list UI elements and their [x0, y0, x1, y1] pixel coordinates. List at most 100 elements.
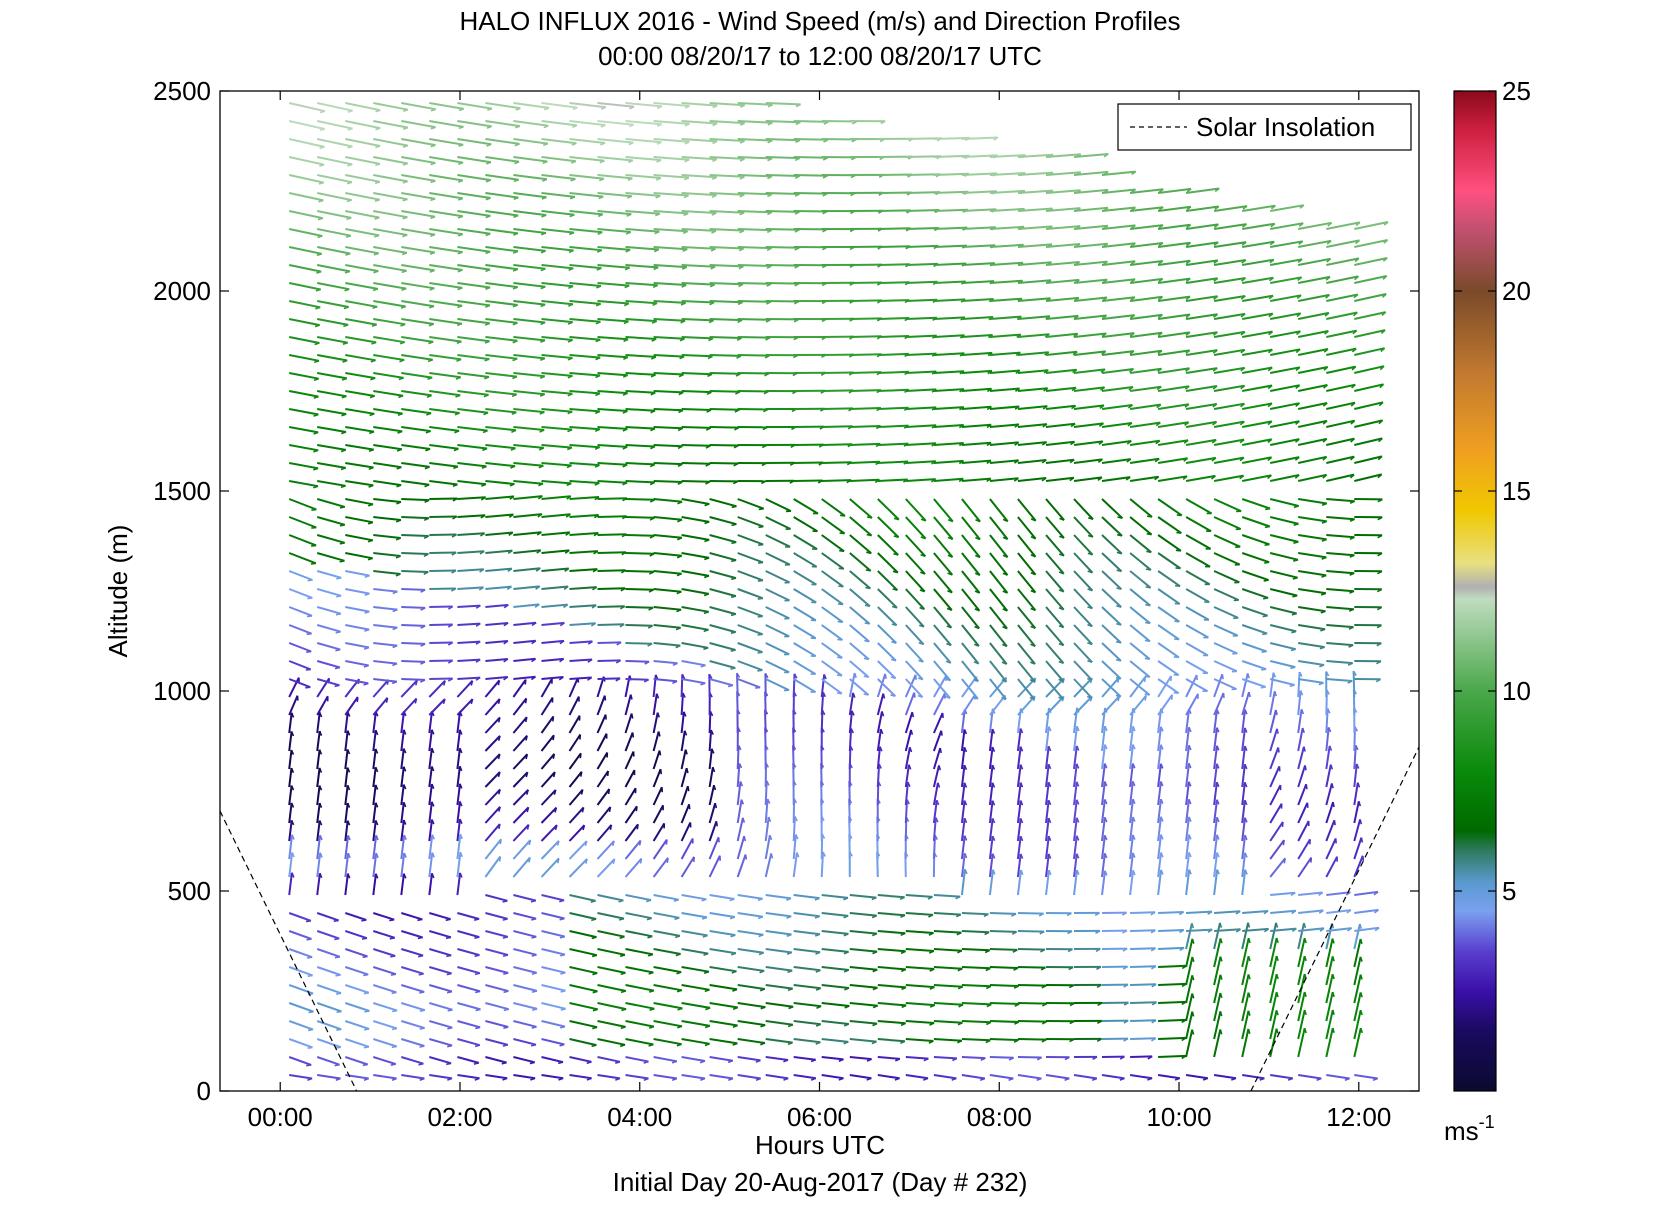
wind-barb	[625, 480, 655, 484]
wind-barb-head	[736, 672, 741, 678]
wind-barb	[625, 660, 650, 663]
wind-barb	[289, 354, 320, 362]
wind-barb	[1353, 938, 1362, 968]
wind-barb-head	[431, 834, 435, 840]
wind-barb-head	[553, 789, 557, 795]
wind-barb-head	[755, 1077, 761, 1081]
wind-barb-head	[1294, 456, 1300, 461]
wind-barb	[428, 783, 433, 806]
wind-barb	[1213, 727, 1218, 752]
wind-barb-head	[1076, 853, 1080, 859]
wind-barb-head	[974, 572, 981, 576]
wind-barb-head	[729, 916, 736, 920]
wind-barb	[1241, 570, 1269, 582]
wind-barb-head	[1291, 630, 1297, 634]
wind-barb-head	[1213, 259, 1219, 265]
wind-barb	[765, 1056, 789, 1061]
wind-barb	[989, 279, 1023, 284]
wind-barb	[317, 318, 349, 326]
wind-barb	[485, 513, 514, 518]
wind-barb	[457, 246, 491, 253]
wind-barb-head	[738, 247, 745, 252]
wind-barb	[709, 462, 739, 465]
wind-barb-head	[732, 1042, 738, 1046]
wind-barb-head	[1377, 455, 1383, 461]
wind-barb	[933, 1020, 963, 1024]
wind-barb	[1157, 498, 1183, 517]
wind-barb	[317, 300, 349, 308]
wind-barb-head	[567, 303, 574, 307]
wind-barb-head	[313, 395, 319, 399]
wind-barb	[989, 297, 1023, 302]
wind-barb	[905, 948, 934, 952]
wind-barb	[1186, 910, 1213, 914]
wind-barb	[457, 462, 487, 468]
wind-barb	[681, 408, 712, 411]
wind-barb	[1157, 223, 1191, 230]
wind-barb	[1157, 552, 1182, 570]
wind-barb	[1130, 965, 1156, 968]
wind-barb-head	[534, 603, 540, 608]
wind-barb-head	[1030, 661, 1036, 665]
wind-barb-head	[368, 484, 374, 488]
wind-barb-head	[758, 543, 764, 546]
wind-barb-head	[1076, 745, 1080, 751]
wind-barb	[513, 930, 537, 938]
wind-barb-head	[475, 990, 481, 994]
wind-barb	[372, 1002, 398, 1012]
wind-barb-head	[314, 324, 320, 328]
wind-barb	[988, 818, 994, 842]
wind-barb-head	[872, 986, 878, 991]
wind-barb-head	[986, 406, 992, 411]
wind-barb-head	[447, 677, 454, 682]
wind-barb-head	[985, 985, 992, 990]
wind-barb-head	[424, 484, 430, 488]
wind-barb	[288, 534, 317, 547]
wind-barb	[1017, 660, 1036, 683]
wind-barb	[485, 480, 515, 485]
wind-barb	[1241, 606, 1268, 617]
wind-barb	[1130, 983, 1157, 986]
wind-barb	[1326, 909, 1352, 914]
wind-barb	[625, 1056, 649, 1063]
wind-barb-head	[1064, 1077, 1070, 1081]
wind-barb-head	[625, 249, 631, 253]
wind-barb-head	[991, 746, 996, 752]
wind-barb	[485, 228, 519, 235]
wind-barb-head	[1235, 928, 1241, 933]
wind-barb	[597, 912, 625, 920]
wind-barb-head	[866, 1058, 872, 1062]
wind-barb	[344, 785, 349, 806]
wind-barb	[1213, 241, 1247, 248]
wind-barb	[457, 966, 481, 975]
wind-barb-head	[700, 682, 706, 686]
wind-barb	[736, 817, 744, 842]
wind-barb	[597, 569, 626, 572]
wind-barb-head	[1132, 744, 1136, 750]
wind-barb-head	[541, 196, 547, 200]
wind-barb-head	[515, 125, 521, 129]
wind-barb	[1045, 695, 1065, 716]
wind-barb	[1129, 1074, 1153, 1080]
wind-barb-head	[598, 195, 604, 200]
wind-barb-head	[917, 677, 924, 681]
wind-barb-head	[739, 229, 745, 234]
y-tick-label: 2000	[153, 276, 211, 306]
wind-barb-head	[1069, 1020, 1075, 1025]
wind-barb-head	[1116, 551, 1123, 555]
wind-barb-head	[596, 267, 602, 271]
wind-barb-head	[474, 954, 480, 958]
wind-barb	[877, 948, 906, 953]
wind-barb	[681, 678, 706, 685]
wind-barb-head	[347, 873, 351, 879]
wind-barb-head	[1240, 331, 1246, 336]
wind-barb	[681, 570, 710, 577]
wind-barb-head	[935, 817, 939, 823]
wind-barb-head	[677, 445, 683, 450]
wind-barb-head	[1214, 205, 1220, 211]
wind-barb-head	[1191, 1029, 1195, 1035]
wind-barb	[961, 498, 981, 523]
wind-barb	[821, 642, 843, 659]
wind-barb	[289, 426, 319, 434]
wind-barb	[596, 714, 607, 734]
